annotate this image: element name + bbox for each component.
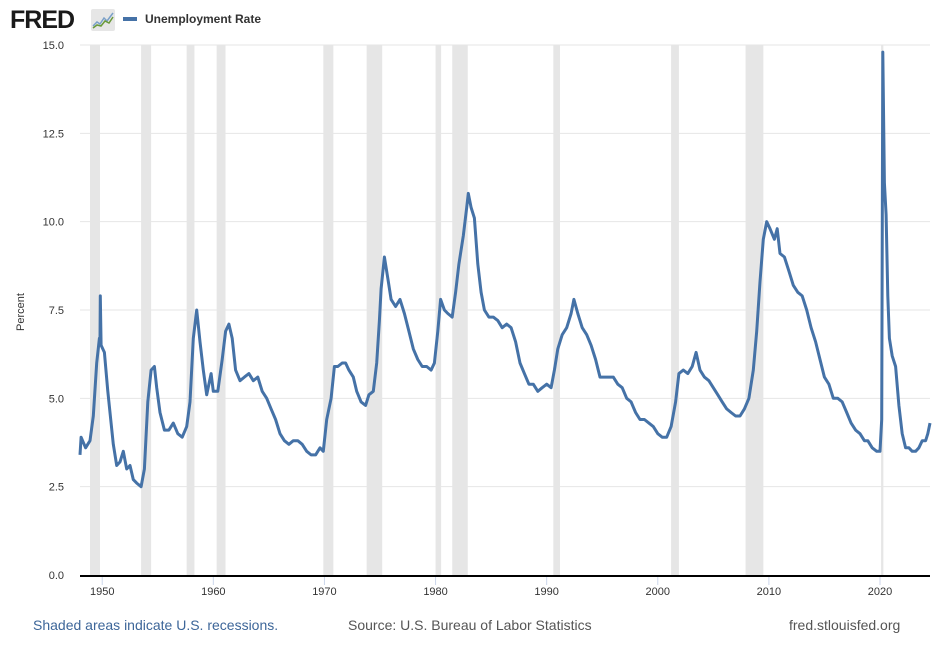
y-tick-label: 0.0 [49, 570, 64, 582]
x-tick-label: 1980 [423, 586, 447, 598]
recession-note-link[interactable]: Shaded areas indicate U.S. recessions. [33, 617, 279, 633]
line-chart-icon [91, 9, 115, 31]
source-note: Source: U.S. Bureau of Labor Statistics [348, 617, 592, 633]
series-layer [78, 50, 932, 489]
site-link[interactable]: fred.stlouisfed.org [789, 617, 901, 633]
y-axis-ticks: 0.0 2.5 5.0 7.5 10.0 12.5 15.0 [43, 40, 64, 582]
gridlines [80, 44, 930, 488]
x-tick-label: 2010 [757, 586, 781, 598]
chart: 0.0 2.5 5.0 7.5 10.0 12.5 15.0 Percent 1950 196… [15, 40, 932, 598]
x-tick-label: 1960 [201, 586, 225, 598]
y-tick-label: 15.0 [43, 40, 64, 52]
y-axis-label: Percent [15, 293, 27, 331]
legend-swatch [123, 17, 137, 21]
x-axis-ticks: 1950 1960 1970 1980 1990 2000 2010 2020 [90, 577, 892, 598]
x-tick-label: 1950 [90, 586, 114, 598]
x-tick-label: 1970 [312, 586, 336, 598]
y-tick-label: 12.5 [43, 128, 64, 140]
y-tick-label: 2.5 [49, 482, 64, 494]
series-line[interactable] [78, 50, 932, 489]
fred-logo[interactable]: FRED [10, 6, 75, 34]
x-tick-label: 2000 [646, 586, 670, 598]
legend-label: Unemployment Rate [145, 12, 262, 26]
x-tick-label: 1990 [534, 586, 558, 598]
x-tick-label: 2020 [868, 586, 892, 598]
legend[interactable]: Unemployment Rate [123, 9, 261, 29]
y-tick-label: 7.5 [49, 305, 64, 317]
y-tick-label: 10.0 [43, 217, 64, 229]
y-tick-label: 5.0 [49, 393, 64, 405]
